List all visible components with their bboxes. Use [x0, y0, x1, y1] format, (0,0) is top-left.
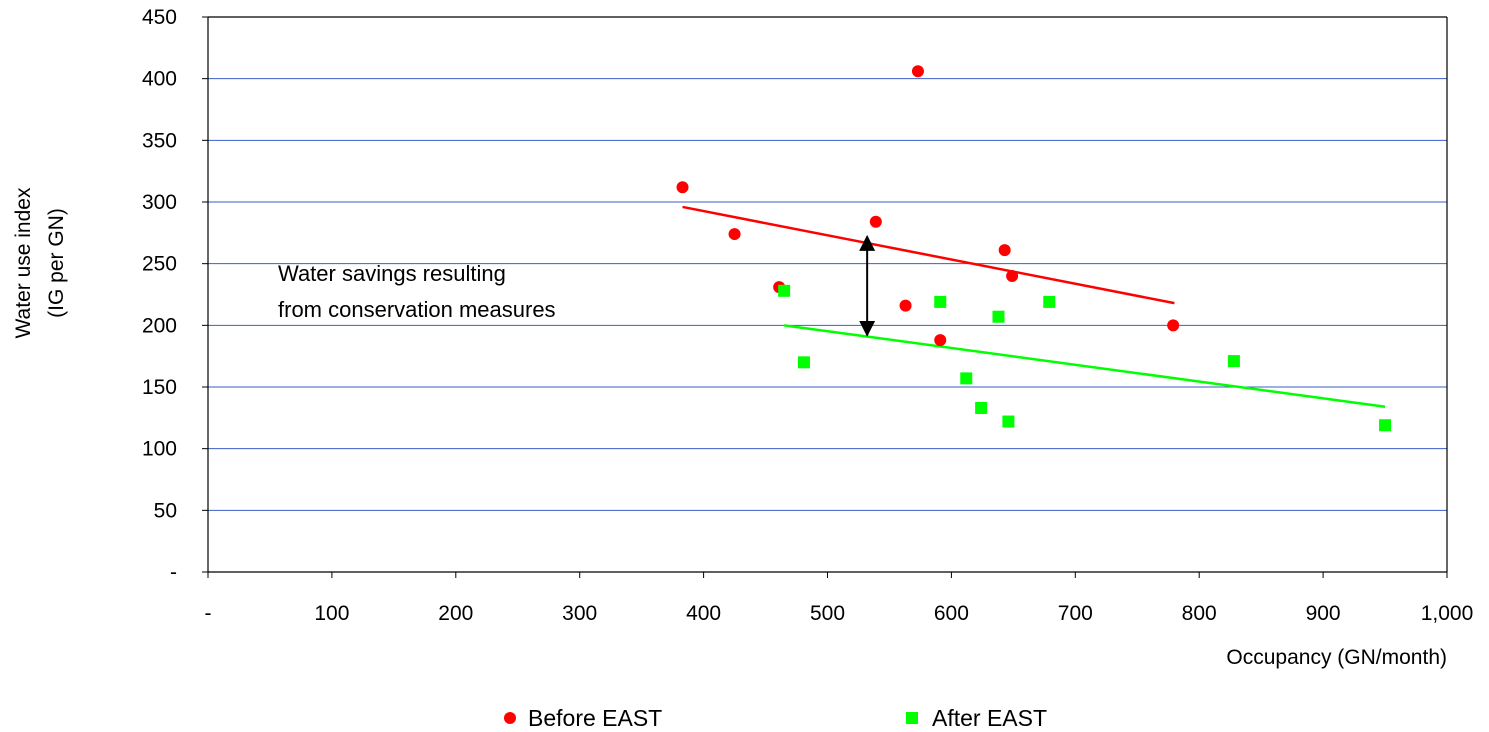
x-tick-label: 800	[1182, 602, 1217, 625]
x-tick-label: 900	[1306, 602, 1341, 625]
data-points	[676, 65, 1392, 432]
trendlines	[682, 205, 1386, 408]
x-tick-label: 100	[314, 602, 349, 625]
annotation: Water savings resulting from conservatio…	[278, 234, 876, 337]
point-before-east	[911, 65, 924, 78]
point-before-east	[998, 244, 1011, 257]
legend-marker-after	[906, 712, 918, 724]
legend-label-after: After EAST	[932, 705, 1047, 731]
point-after-east	[778, 284, 791, 297]
y-tick-label: 400	[142, 68, 177, 91]
point-after-east	[975, 401, 988, 414]
axes	[207, 16, 1448, 573]
x-tick-label: 300	[562, 602, 597, 625]
y-tick-label: 250	[142, 253, 177, 276]
point-before-east	[934, 334, 947, 347]
y-tick-label: 350	[142, 129, 177, 152]
point-before-east	[869, 215, 882, 228]
y-axis-ticks: - 50 100 150 200 250 300 350 400 450	[142, 6, 208, 584]
point-after-east	[934, 295, 947, 308]
legend-label-before: Before EAST	[528, 705, 662, 731]
trendline-after	[783, 324, 1386, 408]
y-tick-label: 150	[142, 376, 177, 399]
legend: Before EAST After EAST	[504, 705, 1047, 731]
x-axis-title: Occupancy (GN/month)	[1226, 646, 1447, 669]
y-tick-label: -	[170, 561, 177, 584]
x-axis-ticks: - 100 200 300 400 500 600 700 800 900 1,000	[205, 572, 1474, 625]
x-tick-label: 700	[1058, 602, 1093, 625]
x-tick-label: 1,000	[1421, 602, 1474, 625]
y-axis-title-line-2: (IG per GN)	[45, 208, 68, 318]
y-tick-label: 450	[142, 6, 177, 29]
y-tick-label: 300	[142, 191, 177, 214]
annotation-line-1: Water savings resulting	[278, 261, 506, 286]
y-tick-label: 50	[154, 499, 177, 522]
x-tick-label: 500	[810, 602, 845, 625]
x-tick-label: 400	[686, 602, 721, 625]
point-after-east	[960, 372, 973, 385]
annotation-line-2: from conservation measures	[278, 297, 556, 322]
legend-marker-before	[504, 712, 516, 724]
point-after-east	[1002, 415, 1015, 428]
y-tick-label: 200	[142, 314, 177, 337]
point-after-east	[1379, 419, 1392, 432]
x-tick-label: 600	[934, 602, 969, 625]
point-after-east	[992, 310, 1005, 323]
x-tick-label: 200	[438, 602, 473, 625]
y-axis-title-line-1: Water use index	[12, 187, 35, 338]
point-before-east	[1167, 319, 1180, 332]
x-tick-label: -	[205, 602, 212, 625]
point-after-east	[1227, 355, 1240, 368]
point-before-east	[728, 228, 741, 241]
point-before-east	[899, 299, 912, 312]
trendline-before	[682, 205, 1175, 305]
point-before-east	[1006, 270, 1019, 282]
point-after-east	[797, 356, 810, 369]
point-after-east	[1043, 295, 1056, 308]
y-tick-label: 100	[142, 438, 177, 461]
point-before-east	[676, 181, 689, 194]
